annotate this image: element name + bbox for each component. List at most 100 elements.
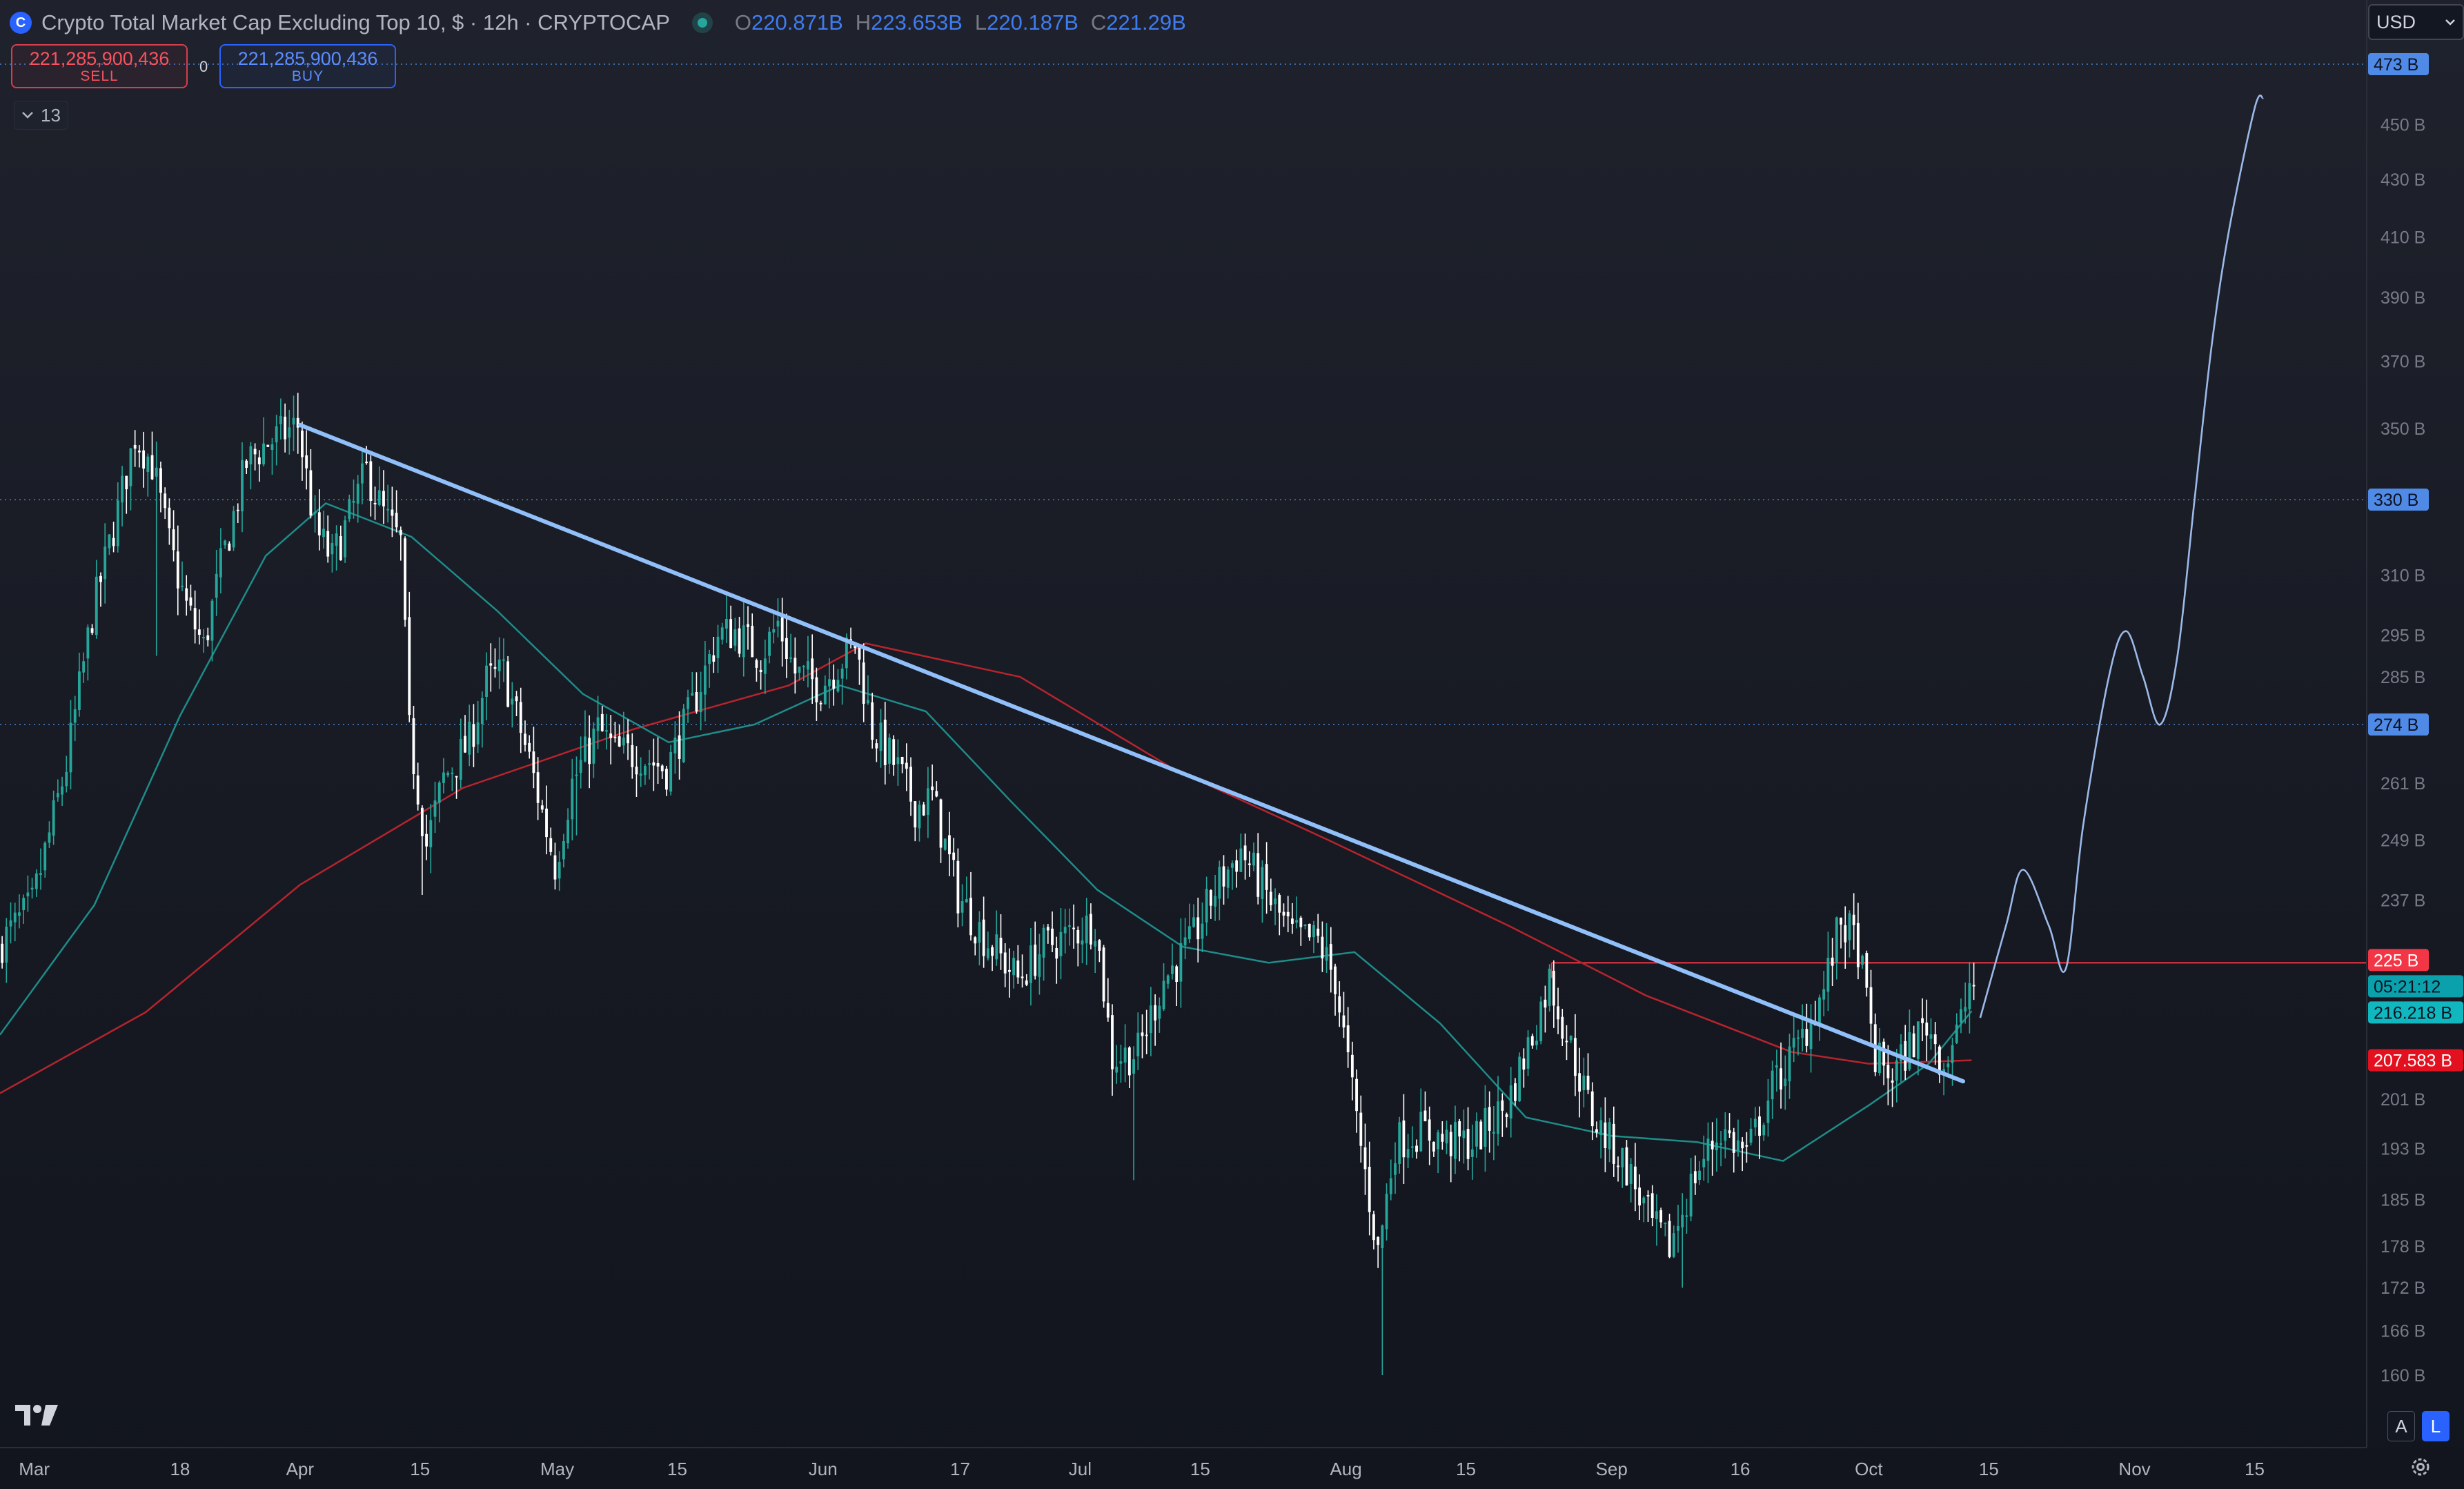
candle[interactable] (1646, 1190, 1650, 1223)
candle[interactable] (635, 746, 638, 798)
candle[interactable] (1029, 927, 1032, 1006)
candle[interactable] (1252, 842, 1255, 871)
candle[interactable] (1055, 936, 1058, 984)
candle[interactable] (288, 409, 291, 455)
candle[interactable] (1573, 1014, 1577, 1096)
candle[interactable] (1231, 860, 1234, 890)
candle[interactable] (1771, 1061, 1774, 1119)
candle[interactable] (1325, 923, 1328, 973)
candle[interactable] (1715, 1118, 1718, 1172)
candle[interactable] (245, 459, 248, 474)
candle[interactable] (1548, 964, 1551, 1012)
candle[interactable] (446, 771, 450, 778)
candle[interactable] (1059, 907, 1063, 980)
candle[interactable] (763, 639, 767, 694)
candle[interactable] (176, 525, 179, 615)
candle[interactable] (193, 590, 197, 644)
candle[interactable] (776, 598, 780, 638)
log-scale-button[interactable]: L (2422, 1411, 2450, 1441)
candle[interactable] (1295, 896, 1299, 929)
candle[interactable] (1432, 1141, 1435, 1157)
candle[interactable] (1788, 1034, 1791, 1099)
candle[interactable] (468, 704, 471, 767)
candle[interactable] (1590, 1082, 1594, 1141)
candle[interactable] (262, 417, 265, 466)
candle[interactable] (1470, 1124, 1474, 1180)
candle[interactable] (1955, 1013, 1958, 1045)
candle[interactable] (807, 635, 809, 688)
candle[interactable] (305, 430, 308, 490)
candle[interactable] (1475, 1112, 1478, 1158)
candle[interactable] (185, 575, 188, 616)
candle[interactable] (622, 711, 625, 754)
candle[interactable] (172, 510, 175, 562)
candle[interactable] (1582, 1057, 1586, 1107)
candle[interactable] (1844, 906, 1847, 969)
candle[interactable] (540, 800, 544, 813)
candle[interactable] (691, 671, 694, 696)
candle[interactable] (1895, 1049, 1898, 1103)
candle[interactable] (596, 696, 600, 749)
candle[interactable] (313, 495, 317, 533)
candle[interactable] (1664, 1222, 1667, 1236)
candle[interactable] (1256, 833, 1260, 905)
candle[interactable] (566, 808, 570, 849)
candle[interactable] (442, 758, 445, 793)
candle[interactable] (1625, 1140, 1628, 1186)
candle[interactable] (883, 702, 887, 785)
candle[interactable] (39, 848, 42, 890)
candle[interactable] (1123, 1024, 1127, 1083)
candle[interactable] (391, 486, 394, 538)
candle[interactable] (768, 627, 771, 664)
price-label-hline[interactable]: 274 B (2368, 713, 2429, 736)
candle[interactable] (1187, 903, 1191, 943)
candle[interactable] (643, 764, 647, 785)
candle[interactable] (639, 757, 642, 787)
candle[interactable] (866, 675, 869, 705)
candle[interactable] (1278, 893, 1281, 936)
candle[interactable] (1612, 1106, 1615, 1177)
candle[interactable] (747, 606, 749, 650)
candle[interactable] (1604, 1097, 1607, 1172)
candle[interactable] (575, 756, 578, 836)
candle[interactable] (1235, 849, 1239, 888)
candle[interactable] (965, 876, 968, 903)
candle[interactable] (956, 848, 960, 928)
candle[interactable] (1437, 1130, 1440, 1174)
candle[interactable] (425, 814, 428, 860)
candle[interactable] (125, 475, 128, 514)
candle[interactable] (1964, 982, 1967, 1024)
candle[interactable] (1141, 1014, 1144, 1058)
candle[interactable] (1535, 1025, 1538, 1050)
candle[interactable] (322, 511, 325, 549)
candle[interactable] (279, 398, 282, 440)
candle[interactable] (1196, 898, 1200, 963)
candle[interactable] (1766, 1078, 1770, 1137)
candle[interactable] (1046, 924, 1049, 944)
candle[interactable] (974, 936, 977, 956)
candle[interactable] (26, 875, 30, 912)
candle[interactable] (1329, 927, 1332, 993)
candle[interactable] (344, 515, 346, 563)
candle[interactable] (1265, 842, 1268, 914)
candle[interactable] (95, 560, 98, 639)
candle[interactable] (896, 739, 900, 786)
candle[interactable] (1406, 1134, 1410, 1169)
candle[interactable] (1882, 1038, 1886, 1085)
candle[interactable] (56, 779, 59, 802)
candle[interactable] (399, 526, 402, 561)
candle[interactable] (969, 871, 972, 941)
candle[interactable] (605, 713, 608, 750)
candle[interactable] (1702, 1135, 1706, 1181)
candle[interactable] (1557, 987, 1559, 1034)
candle[interactable] (1239, 834, 1243, 872)
candle[interactable] (1972, 963, 1975, 1000)
candle[interactable] (1007, 948, 1011, 998)
candle[interactable] (1201, 902, 1204, 952)
candle[interactable] (1346, 1007, 1350, 1068)
candle[interactable] (1381, 1224, 1384, 1376)
candle[interactable] (798, 667, 801, 681)
tradingview-logo-icon[interactable] (15, 1402, 59, 1430)
candle[interactable] (30, 878, 34, 899)
